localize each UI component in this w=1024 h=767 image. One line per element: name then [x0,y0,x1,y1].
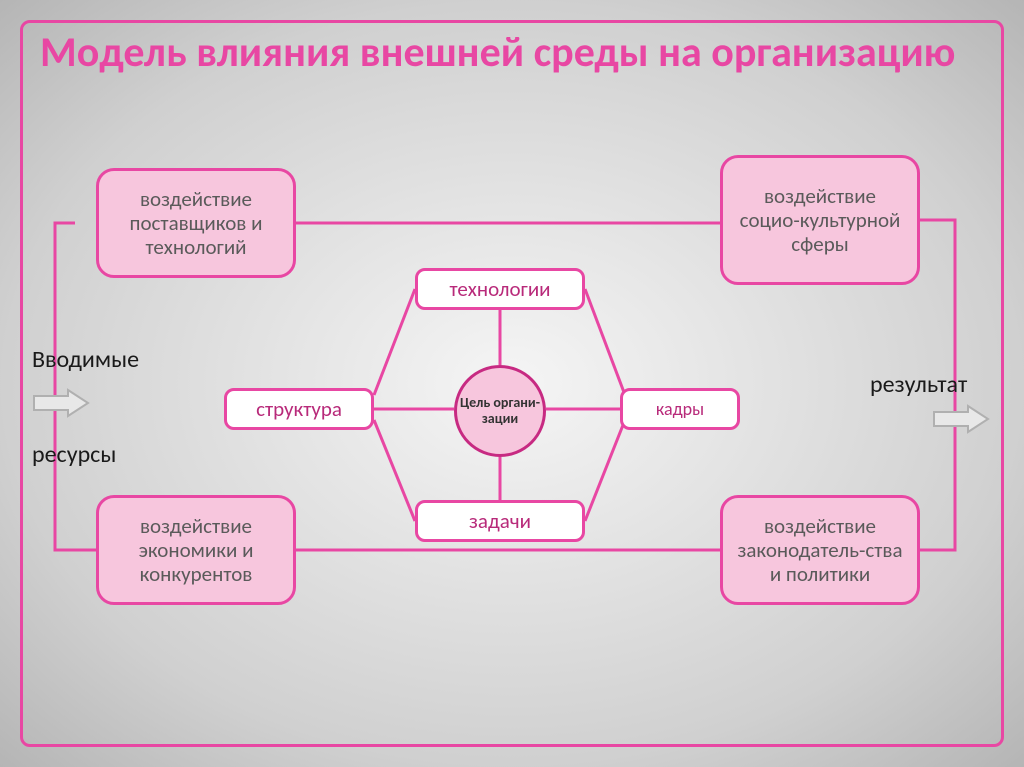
inner-box-structure: структура [224,388,374,430]
arrow-input-icon [32,388,90,418]
center-goal-circle: Цель органи-зации [454,365,546,457]
inner-box-label: структура [256,396,342,422]
outer-box-label: воздействие поставщиков и технологий [109,187,283,259]
outer-box-bottom-right: воздействие законодатель-ства и политики [720,495,920,605]
inner-box-label: задачи [469,508,531,534]
outer-box-label: воздействие экономики и конкурентов [109,514,283,586]
inner-box-label: кадры [656,398,704,420]
outer-box-label: воздействие законодатель-ства и политики [733,514,907,586]
outer-box-bottom-left: воздействие экономики и конкурентов [96,495,296,605]
inner-box-tasks: задачи [415,500,585,542]
inner-box-technology: технологии [415,268,585,310]
inner-box-staff: кадры [620,388,740,430]
outer-box-top-right: воздействие социо-культурной сферы [720,155,920,285]
label-input-bottom: ресурсы [32,440,116,469]
arrow-output-icon [932,404,990,434]
inner-box-label: технологии [449,276,550,302]
center-label: Цель органи-зации [457,395,543,427]
outer-box-top-left: воздействие поставщиков и технологий [96,168,296,278]
label-input-top: Вводимые [32,345,139,374]
slide-title: Модель влияния внешней среды на организа… [40,30,984,76]
label-output: результат [870,370,967,399]
outer-box-label: воздействие социо-культурной сферы [733,184,907,256]
